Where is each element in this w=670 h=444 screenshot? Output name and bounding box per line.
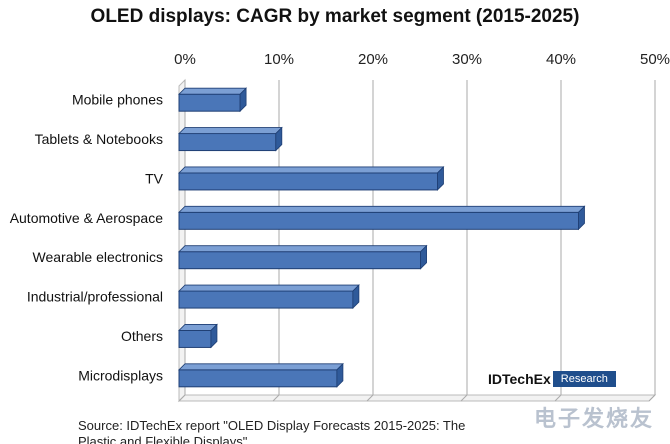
bar-top <box>178 205 586 213</box>
bar <box>178 329 212 348</box>
gridline-depth <box>178 394 186 402</box>
category-label: Mobile phones <box>72 92 163 108</box>
category-label: Wearable electronics <box>33 249 163 265</box>
chart-title: OLED displays: CAGR by market segment (2… <box>90 6 580 27</box>
bar <box>178 172 438 191</box>
category-label: Microdisplays <box>78 367 163 383</box>
x-tick-labels: 0% 10% 20% 30% 40% 50% <box>174 51 670 68</box>
category-label: Automotive & Aerospace <box>10 210 164 226</box>
grid-lines <box>177 78 657 403</box>
watermark-text: 电子发烧友 <box>533 406 654 431</box>
logo-badge: Research <box>552 371 616 387</box>
category-label: Tablets & Notebooks <box>35 131 163 147</box>
gridline-depth <box>460 394 468 402</box>
watermark: 电子发烧友 <box>518 390 670 444</box>
bar <box>178 211 579 230</box>
idtechex-logo: IDTechEx Research <box>488 370 616 388</box>
category-label: Industrial/professional <box>27 289 163 305</box>
x-tick-label: 40% <box>546 51 576 68</box>
bar-end <box>437 165 444 191</box>
x-tick-label: 30% <box>452 51 482 68</box>
bars <box>178 87 586 388</box>
bar-top <box>178 166 445 174</box>
x-tick-label: 0% <box>174 51 196 68</box>
gridline-depth <box>366 394 374 402</box>
x-tick-label: 10% <box>264 51 294 68</box>
category-label: Others <box>121 328 163 344</box>
category-label: TV <box>145 170 164 186</box>
bar-end <box>239 87 247 113</box>
x-tick-label: 20% <box>358 51 388 68</box>
bar-top <box>178 127 283 134</box>
gridline-depth <box>648 394 656 402</box>
logo-text: IDTechEx <box>488 371 551 387</box>
bar <box>178 369 338 388</box>
bar-end <box>352 284 360 310</box>
bar-end <box>210 323 218 349</box>
bar-end <box>275 126 283 152</box>
source-line-2: Plastic and Flexible Displays" <box>78 434 248 444</box>
bar-end <box>420 244 427 270</box>
gridline-depth <box>554 394 562 402</box>
bar-top <box>178 324 218 331</box>
bar-top <box>178 87 248 95</box>
bar-top <box>178 363 344 371</box>
bar-end <box>336 362 344 388</box>
source-line-1: Source: IDTechEx report "OLED Display Fo… <box>78 418 466 433</box>
bar-top <box>178 284 360 292</box>
bar <box>178 290 354 309</box>
category-labels: Mobile phones Tablets & Notebooks TV Automo… <box>10 92 164 384</box>
bar <box>178 133 277 152</box>
x-tick-label: 50% <box>640 51 670 68</box>
bar <box>178 93 241 112</box>
bar <box>178 251 422 270</box>
bar-top <box>178 245 428 253</box>
gridline-depth <box>272 394 280 402</box>
bar-end <box>578 205 585 231</box>
